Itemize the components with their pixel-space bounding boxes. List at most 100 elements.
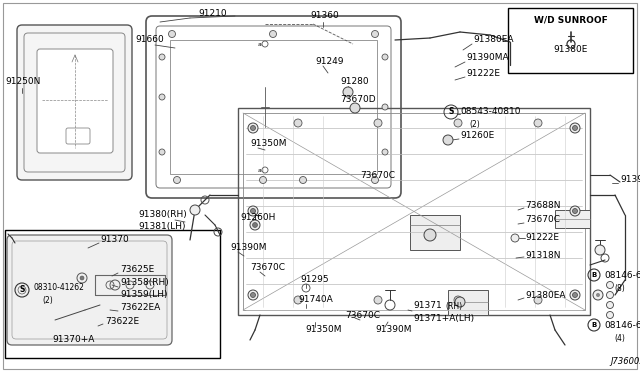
Circle shape	[607, 292, 614, 298]
Bar	[170, 40, 377, 174]
Text: 73622EA: 73622EA	[120, 304, 160, 312]
Circle shape	[595, 245, 605, 255]
Circle shape	[350, 103, 360, 113]
Text: 91380E: 91380E	[554, 45, 588, 55]
Text: 73625E: 73625E	[120, 266, 154, 275]
Circle shape	[511, 234, 519, 242]
Text: J7360030: J7360030	[610, 357, 640, 366]
Text: B: B	[591, 322, 596, 328]
Bar	[508, 8, 633, 73]
Circle shape	[443, 135, 453, 145]
Text: 73622E: 73622E	[105, 317, 139, 327]
Text: 08146-6122G: 08146-6122G	[604, 270, 640, 279]
Text: 91260E: 91260E	[460, 131, 494, 141]
Circle shape	[455, 297, 465, 307]
FancyBboxPatch shape	[37, 49, 113, 153]
Text: 91371: 91371	[413, 301, 442, 311]
Bar	[448, 290, 488, 315]
Text: 91740A: 91740A	[298, 295, 333, 305]
Circle shape	[173, 176, 180, 183]
Circle shape	[454, 119, 462, 127]
Text: 91350M: 91350M	[250, 140, 287, 148]
Circle shape	[424, 229, 436, 241]
Bar	[5, 230, 220, 358]
Circle shape	[250, 292, 255, 298]
Circle shape	[593, 290, 603, 300]
Circle shape	[534, 119, 542, 127]
Circle shape	[454, 296, 462, 304]
Text: a: a	[257, 42, 261, 46]
Text: 91280: 91280	[340, 77, 369, 87]
Text: 91210: 91210	[198, 10, 227, 19]
Text: B: B	[591, 272, 596, 278]
Circle shape	[343, 87, 353, 97]
Circle shape	[190, 205, 200, 215]
Text: (8): (8)	[614, 283, 625, 292]
Text: 91381(LH): 91381(LH)	[138, 221, 186, 231]
Text: 91390MA: 91390MA	[466, 54, 509, 62]
Text: 91370: 91370	[100, 235, 129, 244]
Text: 91390M: 91390M	[375, 326, 412, 334]
Text: W/D SUNROOF: W/D SUNROOF	[534, 16, 608, 25]
Circle shape	[80, 276, 84, 280]
Circle shape	[250, 125, 255, 131]
Circle shape	[382, 104, 388, 110]
Circle shape	[570, 290, 580, 300]
Text: S: S	[19, 285, 25, 295]
Text: S: S	[448, 108, 454, 116]
FancyBboxPatch shape	[66, 128, 90, 144]
Text: 08146-6122G: 08146-6122G	[604, 321, 640, 330]
Circle shape	[607, 301, 614, 308]
Circle shape	[259, 176, 266, 183]
FancyBboxPatch shape	[17, 25, 132, 180]
Circle shape	[382, 149, 388, 155]
Text: (4): (4)	[614, 334, 625, 343]
Bar	[410, 215, 460, 250]
Circle shape	[168, 31, 175, 38]
Text: 73670C: 73670C	[250, 263, 285, 273]
Text: 91222E: 91222E	[466, 70, 500, 78]
Text: 91390M: 91390M	[230, 244, 266, 253]
Circle shape	[534, 296, 542, 304]
Circle shape	[570, 123, 580, 133]
Text: 91390MB: 91390MB	[620, 176, 640, 185]
Circle shape	[382, 54, 388, 60]
Circle shape	[294, 296, 302, 304]
Text: 91260H: 91260H	[240, 214, 275, 222]
Circle shape	[300, 176, 307, 183]
Circle shape	[607, 311, 614, 318]
Bar	[555, 210, 590, 228]
Text: 91250N: 91250N	[5, 77, 40, 87]
Bar	[243, 113, 585, 310]
Text: 91222E: 91222E	[525, 234, 559, 243]
Bar	[238, 108, 590, 315]
Text: 73688N: 73688N	[525, 201, 561, 209]
Text: 73670C: 73670C	[360, 170, 395, 180]
Circle shape	[250, 220, 260, 230]
Text: 91358(RH): 91358(RH)	[120, 278, 169, 286]
Text: 91660: 91660	[135, 35, 164, 45]
Circle shape	[374, 296, 382, 304]
Text: 91371+A(LH): 91371+A(LH)	[413, 314, 474, 323]
Circle shape	[570, 206, 580, 216]
Circle shape	[159, 54, 165, 60]
Text: (2): (2)	[42, 295, 52, 305]
Text: 91380(RH): 91380(RH)	[138, 211, 187, 219]
Circle shape	[596, 293, 600, 297]
Text: 73670C: 73670C	[345, 311, 380, 320]
Circle shape	[248, 206, 258, 216]
Circle shape	[573, 292, 577, 298]
Circle shape	[248, 123, 258, 133]
Text: 91359(LH): 91359(LH)	[120, 289, 168, 298]
Text: 73670D: 73670D	[340, 96, 376, 105]
Text: 91318N: 91318N	[525, 250, 561, 260]
Text: 91370+A: 91370+A	[52, 336, 94, 344]
Circle shape	[250, 208, 255, 214]
Text: 91295: 91295	[300, 276, 328, 285]
Circle shape	[269, 31, 276, 38]
Circle shape	[573, 125, 577, 131]
Circle shape	[253, 222, 257, 228]
Circle shape	[607, 282, 614, 289]
Text: 91380EA: 91380EA	[473, 35, 513, 45]
Text: 08543-40810: 08543-40810	[460, 108, 520, 116]
